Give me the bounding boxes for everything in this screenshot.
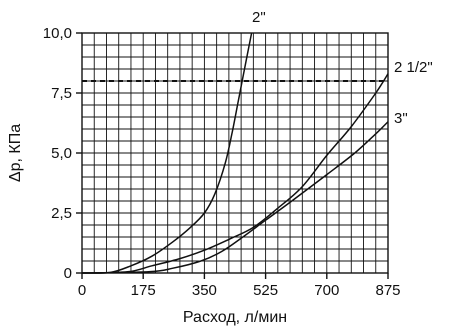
x-tick-label-5: 875	[375, 282, 400, 299]
ticks	[76, 32, 389, 279]
y-axis-label: Δp, КПа	[7, 124, 24, 182]
x-tick-label-4: 700	[314, 282, 339, 299]
x-tick-label-1: 175	[131, 282, 156, 299]
series-label-3in: 3"	[394, 110, 408, 127]
series-3in-curve	[81, 121, 389, 274]
y-tick-label-2: 5,0	[51, 145, 72, 162]
curves	[81, 32, 389, 274]
grid	[82, 33, 388, 273]
labels: 0 175 350 525 700 875 0 2,5 5,0 7,5 10,0 2" 2 1/2" 3"	[43, 9, 433, 299]
x-tick-label-2: 350	[192, 282, 217, 299]
y-tick-label-4: 10,0	[43, 25, 72, 42]
y-tick-label-3: 7,5	[51, 85, 72, 102]
y-tick-label-1: 2,5	[51, 205, 72, 222]
series-label-2in: 2"	[252, 9, 266, 26]
x-tick-label-0: 0	[78, 282, 86, 299]
series-label-2-1-2in: 2 1/2"	[394, 59, 433, 76]
x-axis-label: Расход, л/мин	[183, 309, 287, 326]
series-2in-curve	[81, 32, 253, 274]
y-tick-label-0: 0	[64, 265, 72, 282]
x-tick-label-3: 525	[253, 282, 278, 299]
series-2-1-2in-curve	[81, 73, 389, 274]
